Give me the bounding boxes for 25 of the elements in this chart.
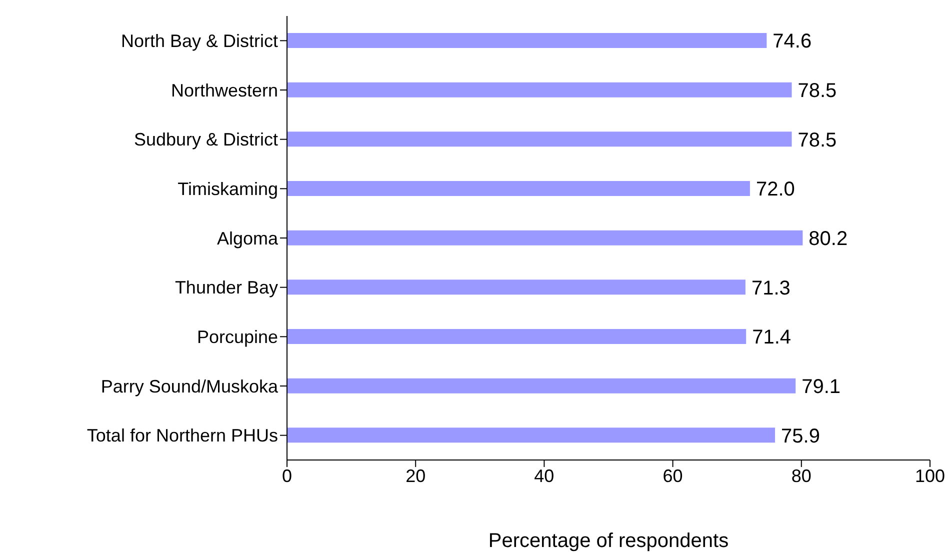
data-label: 80.2: [808, 228, 848, 250]
x-tick-label: 80: [791, 466, 812, 486]
y-tick-label: Thunder Bay: [174, 278, 278, 298]
data-label: 71.3: [751, 277, 790, 300]
y-tick-label: Sudbury & District: [134, 130, 278, 150]
x-tick-label: 20: [406, 466, 426, 486]
y-tick-label: Total for Northern PHUs: [86, 426, 278, 446]
y-tick-label: Porcupine: [196, 327, 278, 348]
y-tick-label: Timiskaming: [178, 179, 278, 200]
x-tick-label: 60: [662, 466, 683, 486]
data-label: 75.9: [781, 425, 820, 448]
x-axis-title: Percentage of respondents: [488, 530, 729, 552]
data-label: 78.5: [798, 80, 837, 102]
y-tick-label: Parry Sound/Muskoka: [100, 376, 279, 396]
data-label: 71.4: [752, 326, 792, 349]
y-tick-label: Northwestern: [170, 80, 278, 100]
x-tick-label: 40: [534, 466, 554, 486]
x-tick-label: 0: [282, 466, 292, 486]
y-tick-label: North Bay & District: [120, 31, 278, 52]
data-label: 79.1: [802, 376, 841, 398]
data-label: 78.5: [798, 129, 837, 152]
x-tick-label: 100: [914, 466, 946, 486]
data-label: 74.6: [772, 30, 812, 53]
data-label: 72.0: [756, 178, 795, 201]
y-tick-label: Algoma: [216, 228, 279, 248]
